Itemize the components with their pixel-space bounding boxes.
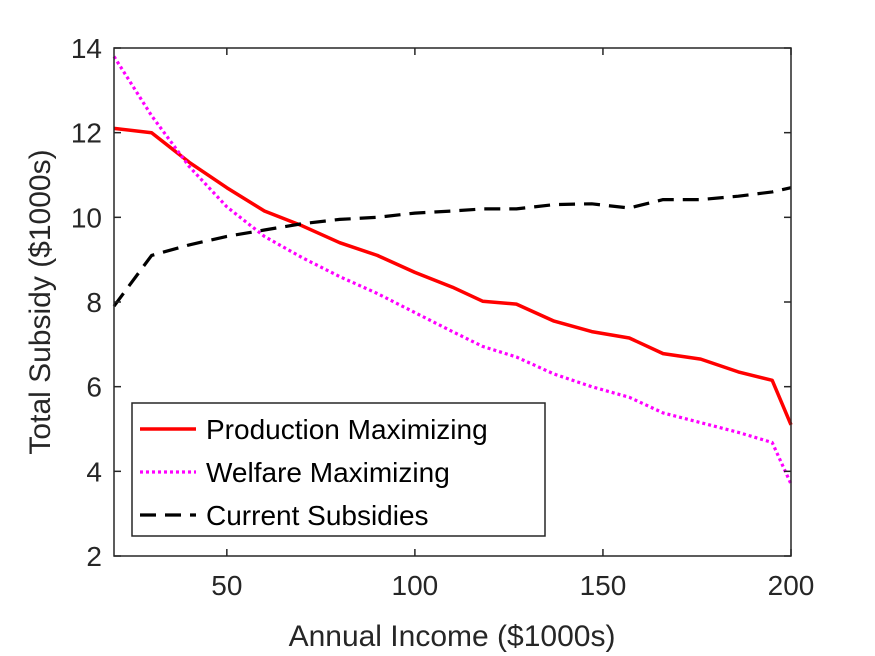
- x-tick-label: 200: [768, 570, 815, 601]
- legend-label-1: Production Maximizing: [206, 414, 488, 445]
- y-tick-label: 6: [86, 372, 102, 403]
- series-layer: [112, 55, 793, 485]
- y-tick-label: 2: [86, 541, 102, 572]
- y-tick-label: 8: [86, 287, 102, 318]
- legend-label-2: Welfare Maximizing: [206, 457, 450, 488]
- series-line-1: [113, 126, 793, 426]
- series-line-3: [112, 186, 792, 308]
- x-tick-label: 150: [580, 570, 627, 601]
- y-tick-label: 4: [86, 456, 102, 487]
- y-axis-label: Total Subsidy ($1000s): [24, 149, 57, 454]
- legend: Production Maximizing Welfare Maximizing C…: [131, 402, 546, 537]
- series-line-2: [112, 55, 793, 485]
- y-tick-label: 14: [71, 33, 102, 64]
- legend-label-3: Current Subsidies: [206, 500, 429, 531]
- legend-box: [131, 402, 546, 537]
- x-tick-label: 100: [392, 570, 439, 601]
- x-axis-label: Annual Income ($1000s): [289, 620, 616, 653]
- y-tick-label: 12: [71, 118, 102, 149]
- y-tick-label: 10: [71, 202, 102, 233]
- x-tick-label: 50: [211, 570, 242, 601]
- tick-layer: 50 100 150 200 2 4 6 8 10 12 14: [71, 33, 815, 601]
